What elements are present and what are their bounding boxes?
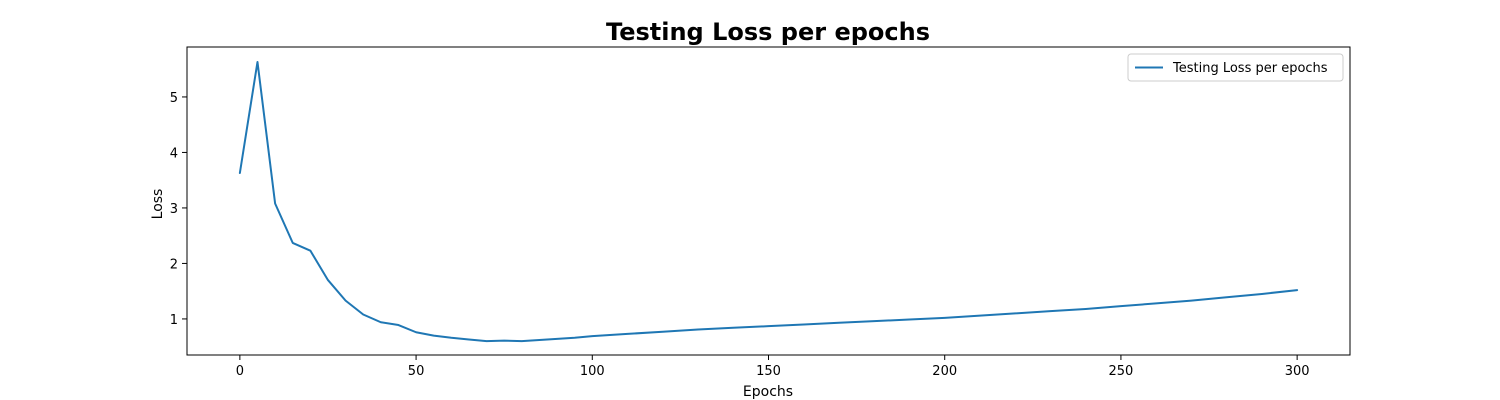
x-axis-label: Epochs [743,384,793,400]
y-tick-label: 3 [170,202,178,217]
x-tick-label: 250 [1109,364,1134,379]
x-tick-label: 300 [1285,364,1310,379]
x-tick-label: 150 [756,364,781,379]
series-layer [238,60,1299,343]
y-tick-label: 4 [170,146,178,161]
x-tick-label: 50 [408,364,425,379]
y-tick-label: 2 [170,257,178,272]
x-axis-ticks: 0 50 100 150 200 250 300 [236,355,1310,379]
chart-title: Testing Loss per epochs [606,18,930,46]
x-tick-label: 0 [236,364,244,379]
y-axis-label: Loss [150,189,166,220]
legend-box [1127,53,1344,82]
legend-label: Testing Loss per epochs [1172,61,1328,76]
y-axis-ticks: 1 2 3 4 5 [170,91,187,328]
plot-frame [186,46,1351,356]
y-tick-label: 1 [170,313,178,328]
x-tick-label: 200 [932,364,957,379]
series-line-testing-loss [238,60,1299,343]
legend: Testing Loss per epochs [1127,53,1344,82]
y-tick-label: 5 [170,91,178,106]
x-tick-label: 100 [580,364,605,379]
plot-area [186,46,1351,356]
